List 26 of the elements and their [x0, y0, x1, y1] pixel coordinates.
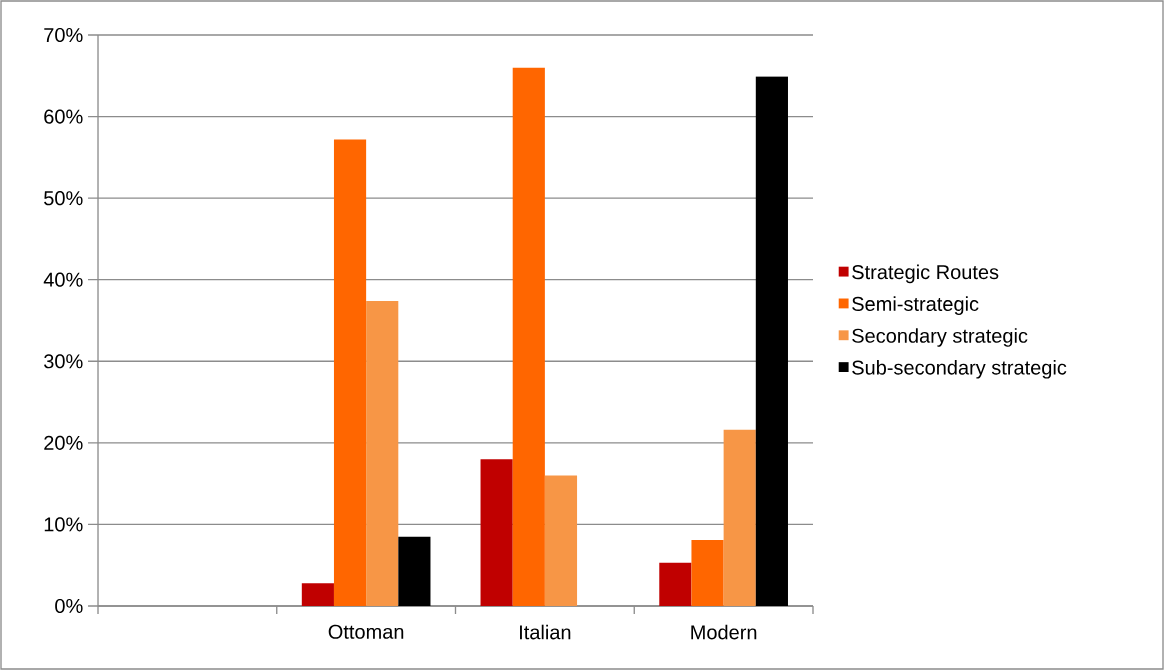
- bar: [512, 67, 545, 606]
- bar: [691, 539, 724, 606]
- bar: [723, 429, 756, 606]
- y-tick-label: 40%: [43, 272, 83, 287]
- y-tick-label: 20%: [44, 435, 83, 450]
- legend-label: Semi-strategic: [852, 296, 979, 315]
- bar: [366, 300, 399, 606]
- y-tick-label: 10%: [44, 517, 83, 532]
- bar: [480, 459, 513, 606]
- x-tick-label: Ottoman: [328, 624, 404, 639]
- y-tick-label: 60%: [44, 109, 83, 124]
- x-tick-label: Italian: [520, 624, 571, 640]
- bar: [755, 76, 788, 606]
- legend-label: Sub-secondary strategic: [852, 359, 1067, 379]
- bar: [301, 583, 334, 606]
- y-tick-label: 70%: [44, 27, 83, 43]
- bar: [333, 139, 367, 606]
- bar: [398, 536, 431, 606]
- y-tick-label: 0%: [55, 598, 83, 614]
- y-tick-label: 30%: [44, 354, 83, 369]
- bar: [544, 475, 578, 606]
- bar: [659, 562, 692, 606]
- legend-label: Strategic Routes: [852, 264, 999, 284]
- x-tick-label: Modern: [691, 624, 757, 640]
- y-tick-label: 50%: [44, 191, 83, 206]
- legend-label: Secondary strategic: [852, 328, 1028, 347]
